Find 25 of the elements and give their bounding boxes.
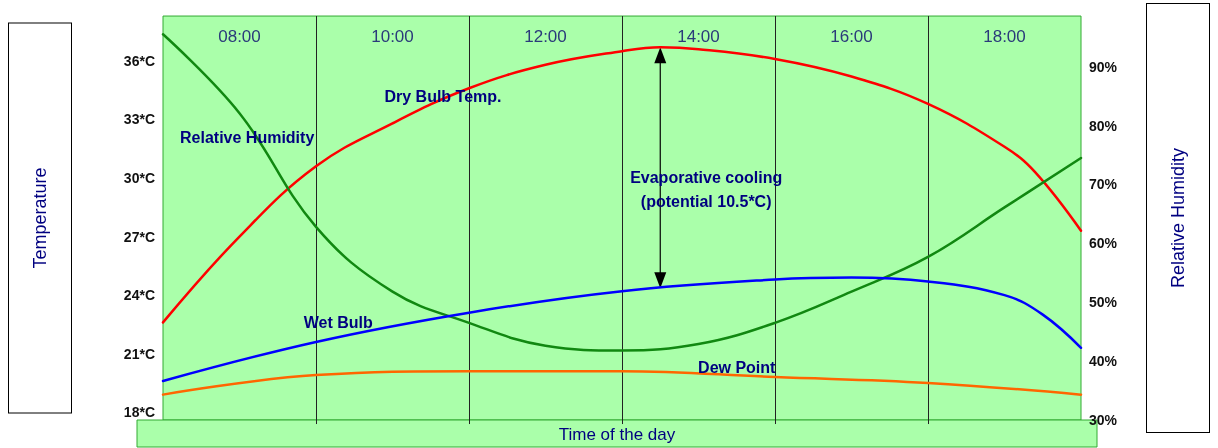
y-tick-label: 24*C: [123, 287, 155, 304]
y-tick-label: 21*C: [123, 345, 155, 362]
y2-tick-label: 60%: [1089, 235, 1118, 252]
x-tick-label: 10:00: [371, 27, 414, 47]
y2-axis-title: Relative Humidity: [1168, 148, 1188, 289]
x-tick-label: 14:00: [677, 27, 720, 47]
y2-tick-label: 80%: [1089, 117, 1118, 134]
y2-tick-label: 40%: [1089, 353, 1118, 370]
line-series: [161, 276, 1083, 383]
x-axis-title: Time of the day: [558, 424, 676, 444]
y-tick-label: 30*C: [123, 170, 155, 187]
y-tick-label: 36*C: [123, 52, 155, 69]
y2-tick-label: 30%: [1089, 412, 1118, 428]
x-tick-label: 18:00: [983, 27, 1026, 47]
y-tick-label: 33*C: [123, 111, 155, 128]
y-tick-label: 18*C: [123, 404, 155, 421]
y-axis-title: Temperature: [30, 167, 50, 269]
x-tick-label: 16:00: [830, 27, 873, 47]
x-tick-label: 08:00: [218, 27, 261, 47]
y-tick-label: 27*C: [123, 228, 155, 245]
series-label: Dew Point: [698, 358, 777, 376]
y2-tick-label: 90%: [1089, 58, 1118, 75]
y2-tick-label: 50%: [1089, 294, 1118, 311]
x-tick-label: 12:00: [524, 27, 567, 47]
y2-tick-label: 70%: [1089, 176, 1118, 193]
